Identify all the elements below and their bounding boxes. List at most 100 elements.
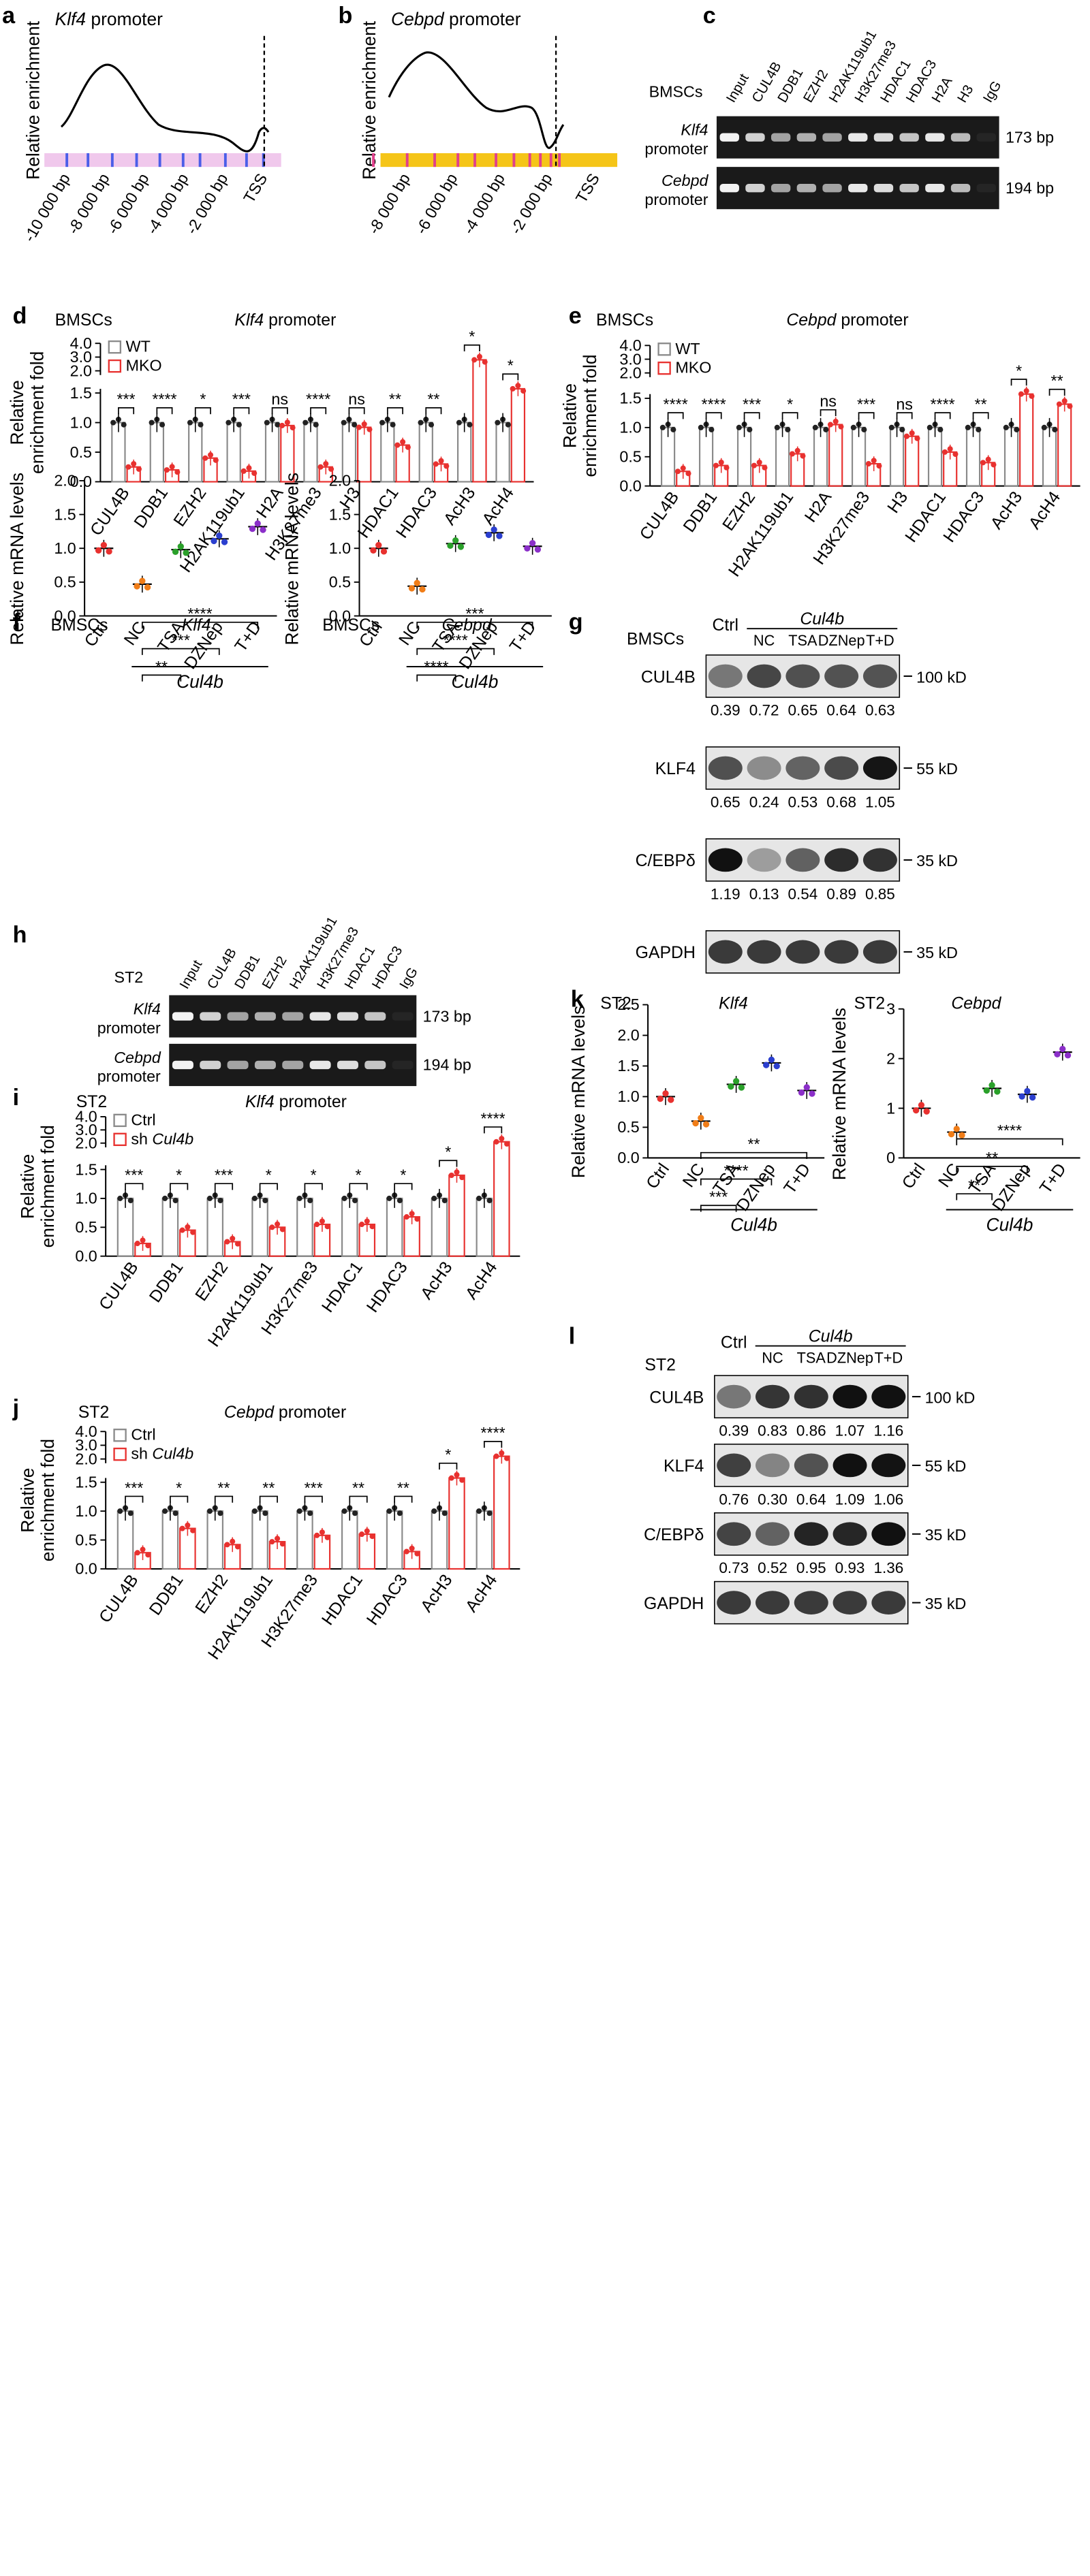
gel-band — [848, 133, 868, 142]
binding-site-mark — [512, 153, 516, 168]
significance-label: * — [356, 1166, 362, 1184]
binding-site-mark — [135, 153, 138, 168]
data-point — [1029, 393, 1035, 399]
panel-title: Klf4 promoter — [245, 1093, 347, 1111]
significance-label: ** — [217, 1479, 230, 1497]
data-point — [1059, 1045, 1066, 1053]
blot-band — [747, 664, 781, 688]
comparison-bracket — [700, 1178, 773, 1186]
legend-swatch — [657, 343, 671, 356]
data-point — [174, 469, 181, 475]
molecular-weight-label: 35 kD — [925, 1526, 967, 1544]
data-point — [467, 422, 473, 428]
y-tick-label: 1.0 — [70, 413, 92, 431]
y-tick-label: 2.0 — [54, 472, 76, 490]
significance-label: **** — [480, 1109, 505, 1127]
protein-label: C/EBPδ — [644, 1526, 704, 1544]
bar-treatment — [357, 426, 372, 483]
y-tick-label: 2.5 — [617, 996, 639, 1013]
blot-band — [862, 664, 897, 688]
significance-label: **** — [997, 1122, 1022, 1139]
gel-band — [873, 183, 894, 193]
gel-row-gene: Klf4 — [134, 1000, 161, 1017]
protein-label: KLF4 — [664, 1457, 704, 1476]
bar-treatment — [905, 435, 920, 487]
blot-band — [785, 664, 820, 688]
significance-label: * — [508, 357, 514, 375]
data-point — [367, 426, 373, 432]
data-point — [1054, 1051, 1061, 1058]
significance-label: ** — [968, 1177, 980, 1194]
molecular-weight-label: 35 kD — [916, 944, 958, 961]
data-point — [448, 1172, 454, 1179]
data-point — [524, 545, 531, 552]
data-point — [768, 1056, 775, 1063]
binding-site-mark — [110, 153, 114, 168]
quantification-value: 0.65 — [711, 793, 741, 810]
data-point — [913, 1107, 920, 1114]
y-tick-label: 0.5 — [75, 1531, 97, 1548]
data-point — [800, 453, 806, 459]
blot-band — [824, 756, 859, 780]
data-point — [358, 1531, 365, 1538]
gel-band — [282, 1012, 304, 1021]
y-tick-label: 1.5 — [75, 1474, 97, 1491]
gel-band — [899, 133, 919, 142]
lane-header: Ctrl — [721, 1334, 747, 1352]
significance-label: **** — [724, 1162, 749, 1179]
molecular-weight-label: 35 kD — [925, 1595, 967, 1612]
legend-label: sh Cul4b — [131, 1130, 193, 1147]
data-point — [1041, 424, 1047, 430]
blot-band — [824, 664, 859, 688]
quantification-value: 0.39 — [719, 1422, 749, 1439]
data-point — [403, 1548, 409, 1555]
data-point — [456, 419, 462, 426]
x-tick-label: HDAC3 — [363, 1258, 411, 1316]
data-point — [670, 426, 676, 432]
significance-bracket — [858, 412, 875, 419]
significance-label: * — [311, 1166, 317, 1184]
bar-treatment — [828, 424, 843, 487]
y-tick-label: 0.5 — [54, 573, 76, 591]
binding-site-mark — [433, 153, 436, 168]
x-tick-label: HDAC1 — [319, 1258, 367, 1316]
lane-label: IgG — [980, 78, 1004, 105]
y-axis-label: Relative mRNA levels — [282, 473, 302, 645]
gel-band — [282, 1060, 304, 1070]
significance-bracket — [425, 407, 442, 415]
x-tick-label: T+D — [1036, 1160, 1070, 1197]
data-point — [234, 1241, 241, 1247]
gel-band — [950, 133, 971, 142]
y-tick-label: 3 — [886, 1000, 895, 1017]
data-point — [269, 1539, 275, 1545]
data-point — [396, 1197, 403, 1204]
data-point — [1029, 1094, 1036, 1101]
gel-band — [254, 1012, 276, 1021]
gel-band — [719, 133, 739, 142]
lane-label: DZNep — [818, 632, 865, 649]
blot-band — [717, 1453, 751, 1478]
blot-band — [832, 1453, 867, 1478]
protein-label: CUL4B — [649, 1388, 704, 1407]
data-point — [183, 550, 189, 556]
lane-label: TSA — [788, 632, 818, 649]
gel-band — [950, 183, 971, 193]
data-point — [358, 1222, 365, 1228]
data-point — [414, 1216, 420, 1222]
y-tick-label: 0.0 — [329, 607, 351, 624]
significance-label: * — [400, 1166, 406, 1184]
gel-band — [392, 1060, 414, 1070]
data-point — [431, 1195, 437, 1201]
significance-label: *** — [215, 1166, 233, 1184]
data-point — [418, 419, 424, 426]
significance-bracket — [1010, 379, 1027, 386]
quantification-value: 0.30 — [758, 1491, 788, 1508]
quantification-value: 0.95 — [796, 1559, 826, 1576]
significance-bracket — [483, 1441, 503, 1448]
gel-band — [976, 133, 996, 142]
blot-band — [756, 1384, 790, 1409]
gel-band — [337, 1012, 358, 1021]
data-point — [269, 1224, 275, 1230]
data-point — [812, 424, 818, 430]
data-point — [668, 1096, 674, 1103]
